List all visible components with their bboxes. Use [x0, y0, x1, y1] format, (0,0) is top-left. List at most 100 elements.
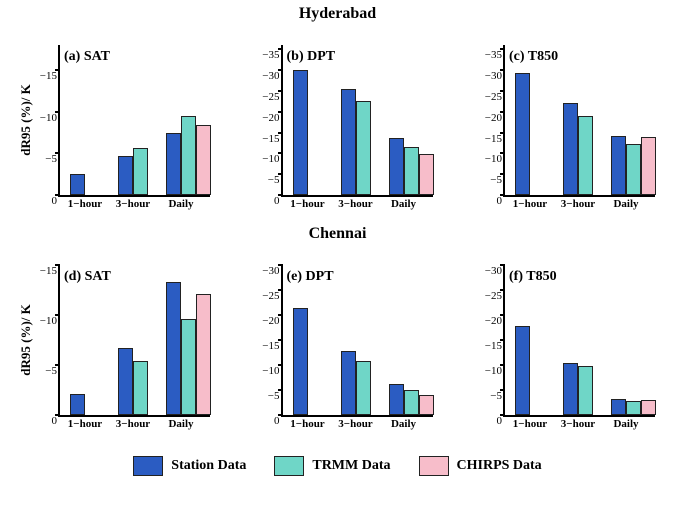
- bar-station: [563, 103, 578, 196]
- y-tick-mark: [500, 152, 505, 154]
- y-tick-mark: [500, 314, 505, 316]
- bar-station: [118, 156, 133, 195]
- axes-area: 0−5−10−151−hour3−hourDaily: [58, 265, 210, 417]
- y-tick-mark: [278, 389, 283, 391]
- y-tick-label: −35: [485, 49, 505, 61]
- x-tick-label: 3−hour: [116, 415, 150, 430]
- y-tick-label: 0: [52, 415, 61, 427]
- y-tick-mark: [55, 414, 60, 416]
- x-tick-label: 3−hour: [338, 415, 372, 430]
- y-tick-label: −15: [40, 70, 60, 82]
- y-tick-mark: [500, 414, 505, 416]
- x-tick-label: 1−hour: [290, 195, 324, 210]
- bar-trmm: [356, 361, 371, 416]
- y-tick-mark: [500, 173, 505, 175]
- y-tick-label: 0: [497, 415, 506, 427]
- y-tick-label: −20: [262, 315, 282, 327]
- y-tick-mark: [55, 264, 60, 266]
- y-tick-label: −15: [40, 265, 60, 277]
- panel-tag: (b) DPT: [287, 49, 336, 65]
- bar-station: [118, 348, 133, 415]
- bar-trmm: [133, 148, 148, 195]
- bar-station: [166, 282, 181, 415]
- bar-station: [70, 394, 85, 415]
- panel-row: dR95 (%)/ K0−5−10−151−hour3−hourDaily(d)…: [0, 245, 675, 440]
- y-tick-label: −5: [45, 153, 60, 165]
- y-tick-mark: [278, 173, 283, 175]
- legend-swatch: [419, 456, 449, 476]
- bar-trmm: [181, 116, 196, 195]
- x-tick-label: 1−hour: [68, 195, 102, 210]
- y-tick-label: −15: [485, 133, 505, 145]
- y-tick-mark: [500, 194, 505, 196]
- y-tick-mark: [500, 90, 505, 92]
- axes-area: 0−5−10−15−20−25−30−351−hour3−hourDaily: [281, 45, 433, 197]
- bar-chirps: [419, 154, 434, 195]
- y-tick-label: −30: [485, 265, 505, 277]
- y-tick-label: −25: [485, 290, 505, 302]
- y-tick-mark: [278, 48, 283, 50]
- chart-panel: 0−5−10−15−20−25−30−351−hour3−hourDaily(c…: [455, 25, 665, 220]
- x-tick-label: 1−hour: [513, 415, 547, 430]
- y-tick-mark: [278, 289, 283, 291]
- bar-chirps: [196, 125, 211, 195]
- bar-trmm: [626, 144, 641, 195]
- x-tick-label: 3−hour: [338, 195, 372, 210]
- bar-station: [611, 399, 626, 416]
- y-tick-label: −20: [262, 112, 282, 124]
- section-title: Chennai: [0, 220, 675, 245]
- bar-trmm: [133, 361, 148, 415]
- x-tick-label: Daily: [613, 195, 638, 210]
- y-tick-label: −5: [490, 390, 505, 402]
- x-tick-label: 1−hour: [290, 415, 324, 430]
- y-tick-mark: [500, 111, 505, 113]
- y-tick-label: −5: [268, 174, 283, 186]
- chart-panel: 0−5−10−15−20−25−30−351−hour3−hourDaily(b…: [233, 25, 443, 220]
- bar-station: [293, 70, 308, 195]
- y-tick-mark: [500, 264, 505, 266]
- x-tick-label: Daily: [613, 415, 638, 430]
- y-tick-mark: [55, 152, 60, 154]
- y-tick-label: −15: [262, 340, 282, 352]
- y-tick-label: −10: [40, 315, 60, 327]
- legend-item: TRMM Data: [274, 456, 390, 476]
- y-tick-label: −30: [262, 265, 282, 277]
- y-tick-label: −15: [485, 340, 505, 352]
- y-tick-mark: [500, 389, 505, 391]
- y-tick-mark: [500, 69, 505, 71]
- y-tick-mark: [55, 314, 60, 316]
- chart-panel: 0−5−10−15−20−25−301−hour3−hourDaily(f) T…: [455, 245, 665, 440]
- y-tick-mark: [500, 339, 505, 341]
- x-tick-label: 1−hour: [513, 195, 547, 210]
- y-tick-label: −10: [262, 153, 282, 165]
- figure-root: HyderabaddR95 (%)/ K0−5−10−151−hour3−hou…: [0, 0, 675, 484]
- bar-station: [341, 89, 356, 195]
- x-tick-label: Daily: [391, 195, 416, 210]
- bar-station: [611, 136, 626, 195]
- bar-trmm: [404, 390, 419, 416]
- y-tick-label: −10: [262, 365, 282, 377]
- y-axis-label: dR95 (%)/ K: [18, 304, 34, 376]
- axes-area: 0−5−10−15−20−25−301−hour3−hourDaily: [503, 265, 655, 417]
- bar-chirps: [196, 294, 211, 415]
- bar-station: [389, 384, 404, 415]
- y-tick-label: −25: [262, 91, 282, 103]
- panel-tag: (a) SAT: [64, 49, 110, 65]
- y-tick-label: −10: [485, 153, 505, 165]
- y-tick-label: −10: [40, 112, 60, 124]
- x-tick-label: Daily: [391, 415, 416, 430]
- y-tick-mark: [278, 90, 283, 92]
- chart-panel: dR95 (%)/ K0−5−10−151−hour3−hourDaily(a)…: [10, 25, 220, 220]
- legend-swatch: [133, 456, 163, 476]
- legend-item: Station Data: [133, 456, 246, 476]
- y-tick-mark: [278, 264, 283, 266]
- y-tick-mark: [500, 132, 505, 134]
- y-tick-mark: [500, 364, 505, 366]
- y-tick-label: −20: [485, 112, 505, 124]
- bar-chirps: [641, 137, 656, 195]
- x-tick-label: 3−hour: [561, 415, 595, 430]
- legend-label: Station Data: [171, 458, 246, 474]
- y-tick-mark: [55, 69, 60, 71]
- legend-label: CHIRPS Data: [457, 458, 542, 474]
- y-tick-label: −30: [262, 70, 282, 82]
